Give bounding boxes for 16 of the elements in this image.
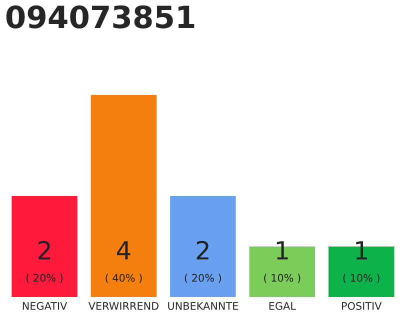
data-label: 2 <box>38 240 50 260</box>
chart-title: 094073851 <box>6 5 194 28</box>
data-label: 4 <box>117 241 130 260</box>
annotation: ( 20% ) <box>26 274 63 284</box>
annotation: ( 10% ) <box>343 274 380 284</box>
annotation: ( 10% ) <box>264 274 300 284</box>
x-tick-label: UNBEKANNTE <box>168 302 238 310</box>
x-tick-label: EGAL <box>269 302 296 310</box>
x-tick-label: VERWIRREND <box>88 302 159 310</box>
x-tick-label: NEGATIV <box>22 302 68 310</box>
data-label: 1 <box>356 241 368 260</box>
data-label: 1 <box>276 241 288 260</box>
data-label: 2 <box>196 240 208 260</box>
x-tick-label: POSITIV <box>342 302 382 310</box>
annotation: ( 40% ) <box>106 274 142 284</box>
annotation: ( 20% ) <box>184 274 222 284</box>
